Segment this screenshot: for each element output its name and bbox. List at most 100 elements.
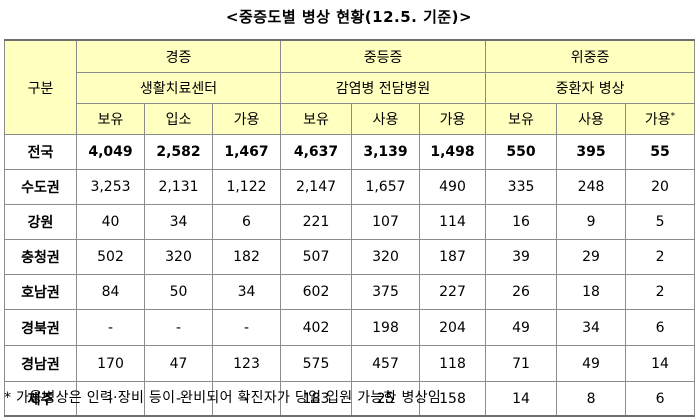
table-cell: 402 (280, 309, 352, 346)
table-cell: 502 (76, 239, 145, 275)
table-cell: 34 (212, 274, 281, 310)
table-cell: 227 (418, 274, 487, 310)
col-header: 보유 (76, 103, 145, 135)
table-cell: 183 (280, 381, 352, 417)
table-cell: 4,049 (76, 134, 145, 170)
table-cell: 55 (625, 134, 696, 170)
table-cell: 3,253 (76, 169, 145, 205)
group-header-severe: 위중증 (485, 39, 696, 73)
table-cell: 204 (418, 309, 487, 346)
table-cell: 5 (625, 204, 696, 240)
group-header-moderate: 중등증 (279, 39, 487, 73)
table-cell: 29 (556, 239, 627, 275)
table-cell: 9 (556, 204, 627, 240)
region-label: 강원 (4, 204, 77, 240)
table-cell: 34 (556, 309, 627, 346)
table-cell: 320 (351, 239, 420, 275)
table-cell: 575 (280, 345, 352, 382)
table-cell: 49 (556, 345, 627, 382)
table-cell: - (76, 381, 145, 417)
table-cell: 6 (625, 381, 696, 417)
table-cell: 2,582 (144, 134, 213, 170)
table-cell: 187 (418, 239, 487, 275)
table-cell: 602 (280, 274, 352, 310)
table-cell: - (144, 381, 213, 417)
group-header-mild: 경증 (76, 39, 281, 73)
table-cell: 182 (212, 239, 281, 275)
table-cell: 248 (556, 169, 627, 205)
table-cell: 375 (351, 274, 420, 310)
table-row: 충청권 502 320 182 507 320 187 39 29 2 (4, 239, 696, 275)
table-cell: - (76, 309, 145, 346)
table-cell: 2,131 (144, 169, 213, 205)
table-cell: - (212, 309, 281, 346)
bed-status-table: 구분 경증 중등증 위중증 생활치료센터 감염병 전담병원 중환자 병상 보유 … (4, 39, 696, 417)
table-cell: - (212, 381, 281, 417)
table-cell: 14 (485, 381, 558, 417)
table-cell: 550 (485, 134, 558, 170)
facility-header-severe: 중환자 병상 (485, 72, 696, 104)
table-cell: - (144, 309, 213, 346)
table-row: 전국 4,049 2,582 1,467 4,637 3,139 1,498 5… (4, 134, 696, 170)
col-header: 가용 (418, 103, 487, 135)
table-cell: 2,147 (280, 169, 352, 205)
table-cell: 84 (76, 274, 145, 310)
region-label: 제주 (4, 381, 77, 417)
col-header: 보유 (485, 103, 558, 135)
col-header: 입소 (144, 103, 213, 135)
region-label: 경남권 (4, 345, 77, 382)
table-cell: 14 (625, 345, 696, 382)
table-cell: 39 (485, 239, 558, 275)
region-label: 전국 (4, 134, 77, 170)
region-label: 충청권 (4, 239, 77, 275)
table-cell: 1,657 (351, 169, 420, 205)
table-row: 수도권 3,253 2,131 1,122 2,147 1,657 490 33… (4, 169, 696, 205)
facility-header-moderate: 감염병 전담병원 (279, 72, 487, 104)
table-cell: 2 (625, 274, 696, 310)
region-label: 호남권 (4, 274, 77, 310)
table-cell: 6 (212, 204, 281, 240)
table-cell: 34 (144, 204, 213, 240)
table-cell: 26 (485, 274, 558, 310)
table-cell: 16 (485, 204, 558, 240)
table-cell: 50 (144, 274, 213, 310)
table-title: <중증도별 병상 현황(12.5. 기준)> (225, 8, 473, 26)
table-cell: 507 (280, 239, 352, 275)
table-cell: 123 (212, 345, 281, 382)
table-cell: 4,637 (280, 134, 352, 170)
table-row: 제주 - - - 183 25 158 14 8 6 (4, 381, 696, 417)
table-cell: 118 (418, 345, 487, 382)
region-header: 구분 (4, 39, 77, 135)
table-cell: 71 (485, 345, 558, 382)
table-row: 경북권 - - - 402 198 204 49 34 6 (4, 309, 696, 346)
region-label: 경북권 (4, 309, 77, 346)
table-cell: 198 (351, 309, 420, 346)
table-cell: 1,467 (212, 134, 281, 170)
table-cell: 47 (144, 345, 213, 382)
col-header: 사용 (351, 103, 420, 135)
table-cell: 3,139 (351, 134, 420, 170)
table-cell: 335 (485, 169, 558, 205)
table-cell: 49 (485, 309, 558, 346)
table-cell: 320 (144, 239, 213, 275)
table-cell: 6 (625, 309, 696, 346)
table-cell: 1,122 (212, 169, 281, 205)
table-cell: 18 (556, 274, 627, 310)
table-cell: 2 (625, 239, 696, 275)
col-header: 보유 (280, 103, 352, 135)
table-cell: 158 (418, 381, 487, 417)
table-cell: 457 (351, 345, 420, 382)
table-cell: 40 (76, 204, 145, 240)
table-cell: 8 (556, 381, 627, 417)
col-header-available-severe: 가용* (625, 103, 696, 135)
table-cell: 490 (418, 169, 487, 205)
col-header-label: 가용 (644, 112, 671, 128)
table-cell: 221 (280, 204, 352, 240)
table-cell: 170 (76, 345, 145, 382)
table-cell: 1,498 (418, 134, 487, 170)
table-cell: 395 (556, 134, 627, 170)
table-cell: 107 (351, 204, 420, 240)
table-cell: 20 (625, 169, 696, 205)
facility-header-mild: 생활치료센터 (76, 72, 281, 104)
table-row: 호남권 84 50 34 602 375 227 26 18 2 (4, 274, 696, 310)
